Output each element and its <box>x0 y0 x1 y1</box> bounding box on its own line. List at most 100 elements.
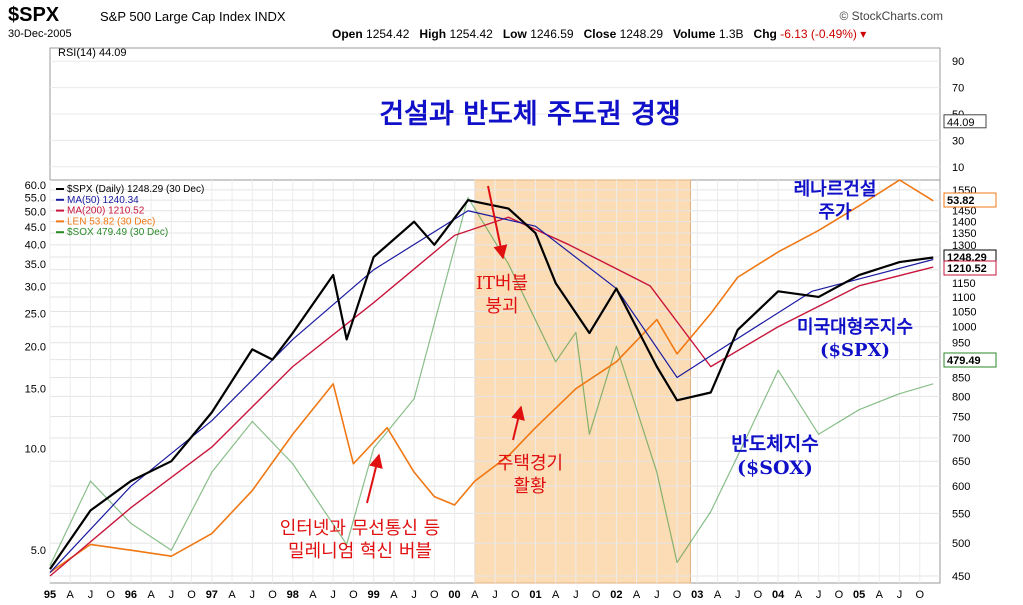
open-value: 1254.42 <box>366 27 410 41</box>
x-tick-label: J <box>735 589 741 601</box>
x-tick-label: A <box>795 589 803 601</box>
left-tick-label: 50.0 <box>25 207 46 219</box>
left-tick-label: 5.0 <box>31 545 46 557</box>
x-tick-label: J <box>411 589 417 601</box>
arrow-it-bubble <box>487 185 508 260</box>
right-tick-label: 1350 <box>952 228 976 240</box>
value-badge-text: 53.82 <box>947 195 975 207</box>
right-tick-label: 650 <box>952 456 970 468</box>
note-lennar-2: 주가 <box>818 202 852 223</box>
x-tick-label: 96 <box>125 589 137 601</box>
x-tick-label: J <box>816 589 822 601</box>
x-tick-label: O <box>268 589 277 601</box>
left-tick-label: 55.0 <box>25 193 46 205</box>
right-tick-label: 500 <box>952 538 970 550</box>
x-tick-label: 95 <box>44 589 56 601</box>
high-label: High <box>419 27 447 41</box>
right-tick-label: 1450 <box>952 206 976 218</box>
x-tick-label: A <box>471 589 479 601</box>
note-housing-2: 활황 <box>513 476 546 497</box>
value-badge-text: 479.49 <box>947 355 981 367</box>
x-tick-label: A <box>876 589 884 601</box>
legend-entry: $SOX 479.49 (30 Dec) <box>67 227 168 238</box>
rsi-tick-label: 10 <box>952 162 964 174</box>
x-tick-label: J <box>654 589 660 601</box>
x-tick-label: 03 <box>691 589 703 601</box>
x-tick-label: 05 <box>853 589 865 601</box>
x-tick-label: A <box>714 589 722 601</box>
rsi-tick-label: 30 <box>952 135 964 147</box>
value-badge <box>943 192 997 208</box>
source-label[interactable]: © StockCharts.com <box>839 9 943 23</box>
rsi-badge-value: 44.09 <box>947 117 975 129</box>
legend-entry: MA(50) 1240.34 <box>67 195 139 206</box>
x-tick-label: 98 <box>287 589 299 601</box>
right-tick-label: 1100 <box>952 292 976 304</box>
close-label: Close <box>583 27 617 41</box>
left-tick-label: 10.0 <box>25 443 46 455</box>
left-tick-label: 20.0 <box>25 341 46 353</box>
x-tick-label: J <box>250 589 256 601</box>
x-tick-label: A <box>309 589 317 601</box>
left-tick-label: 40.0 <box>25 239 46 251</box>
series-line-ma50 <box>49 210 934 573</box>
quote-line: Open 1254.42 High 1254.42 Low 1246.59 Cl… <box>332 27 866 41</box>
left-tick-label: 45.0 <box>25 222 46 234</box>
x-tick-label: 01 <box>529 589 541 601</box>
series-line-len <box>49 179 934 574</box>
x-tick-label: A <box>147 589 155 601</box>
chg-value: -6.13 (-0.49%) <box>780 27 857 41</box>
note-spx: 미국대형주지수 <box>797 317 913 338</box>
low-label: Low <box>502 27 527 41</box>
rsi-badge <box>943 114 987 129</box>
note-millennium-2: 밀레니엄 혁신 버블 <box>288 541 432 562</box>
x-tick-label: A <box>390 589 398 601</box>
legend-entry: MA(200) 1210.52 <box>67 206 145 217</box>
x-tick-label: J <box>330 589 336 601</box>
note-it-bubble-2: 붕괴 <box>485 296 518 317</box>
close-value: 1248.29 <box>619 27 664 41</box>
right-tick-label: 600 <box>952 481 970 493</box>
x-tick-label: A <box>552 589 560 601</box>
right-tick-label: 1150 <box>952 278 976 290</box>
x-tick-label: O <box>106 589 115 601</box>
open-label: Open <box>332 27 363 41</box>
x-tick-label: 04 <box>772 589 785 601</box>
x-tick-label: J <box>573 589 579 601</box>
chg-label: Chg <box>753 27 777 41</box>
right-tick-label: 750 <box>952 412 970 424</box>
volume-label: Volume <box>673 27 716 41</box>
series-line-sox <box>49 197 934 566</box>
x-tick-label: J <box>169 589 175 601</box>
x-tick-label: O <box>349 589 358 601</box>
right-tick-label: 800 <box>952 391 970 403</box>
right-tick-label: 550 <box>952 508 970 520</box>
right-tick-label: 700 <box>952 433 970 445</box>
note-lennar: 레나르건설 <box>794 179 877 200</box>
x-tick-label: 99 <box>368 589 380 601</box>
x-tick-label: O <box>511 589 520 601</box>
right-tick-label: 1050 <box>952 306 976 318</box>
right-tick-label: 1300 <box>952 240 976 252</box>
right-tick-label: 950 <box>952 338 970 350</box>
note-spx-2: ($SPX) <box>820 340 890 361</box>
title-annotation: 건설과 반도체 주도권 경쟁 <box>379 99 680 130</box>
left-tick-label: 15.0 <box>25 384 46 396</box>
down-arrow-icon: ▾ <box>860 27 867 41</box>
right-tick-label: 1400 <box>952 217 976 229</box>
rsi-tick-label: 70 <box>952 83 964 95</box>
legend-entry: LEN 53.82 (30 Dec) <box>67 216 155 227</box>
index-name: S&P 500 Large Cap Index INDX <box>100 9 286 24</box>
x-tick-label: A <box>228 589 236 601</box>
legend-entry: $SPX (Daily) 1248.29 (30 Dec) <box>67 184 204 195</box>
left-tick-label: 35.0 <box>25 259 46 271</box>
exchange: INDX <box>254 9 286 24</box>
arrow-housing <box>511 405 525 441</box>
rsi-tick-label: 90 <box>952 56 964 68</box>
x-tick-label: O <box>430 589 439 601</box>
x-tick-label: 02 <box>610 589 622 601</box>
low-value: 1246.59 <box>530 27 574 41</box>
left-tick-label: 60.0 <box>25 180 46 192</box>
series-line-spx <box>49 199 934 570</box>
series-line-ma200 <box>49 216 934 577</box>
